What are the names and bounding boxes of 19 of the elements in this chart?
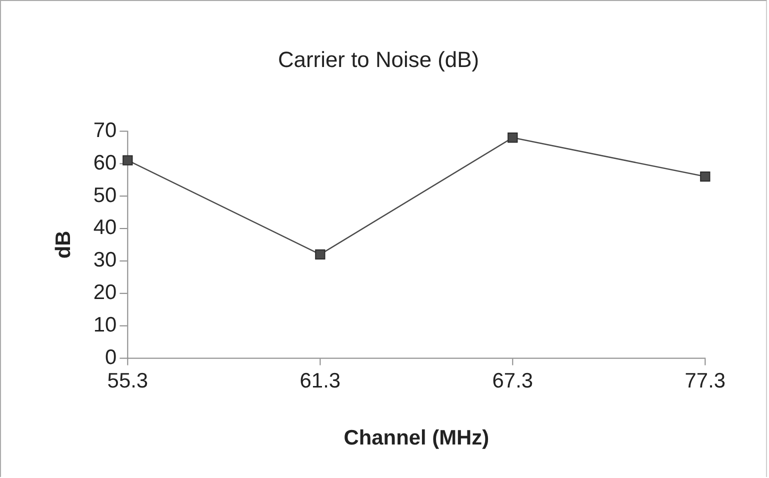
point [315, 249, 326, 260]
x-axis-title: Channel (MHz) [344, 426, 490, 450]
y-tick-label: 0 [105, 346, 117, 370]
y-tick-label: 70 [93, 118, 117, 142]
chart-title: Carrier to Noise (dB) [278, 47, 480, 72]
y-tick-label: 30 [93, 248, 117, 272]
y-tick-label: 50 [93, 184, 117, 207]
x-tick-label: 77.3 [684, 370, 726, 393]
point [122, 155, 133, 166]
point [700, 171, 710, 182]
x-tick-label: 67.3 [492, 370, 534, 393]
x-tick-label: 55.3 [107, 370, 148, 393]
y-tick-label: 40 [93, 216, 117, 240]
y-axis-title: dB [52, 230, 76, 259]
y-tick-label: 20 [93, 281, 117, 304]
x-tick-label: 61.3 [300, 370, 341, 393]
y-tick-label: 60 [93, 151, 117, 174]
y-tick-label: 10 [93, 314, 117, 337]
point [508, 132, 518, 143]
